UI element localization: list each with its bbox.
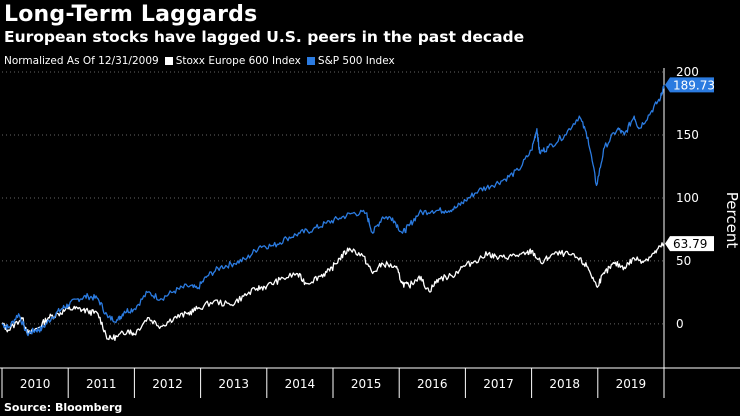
legend-note: Normalized As Of 12/31/2009	[4, 55, 159, 67]
sp500-line	[1, 84, 665, 337]
series-lines	[1, 84, 665, 342]
end-labels: 189.73 63.79	[665, 77, 715, 252]
x-tick-label-2013: 2013	[218, 377, 249, 391]
x-tick-label-2014: 2014	[285, 377, 316, 391]
x-tick-label-2012: 2012	[152, 377, 183, 391]
legend-swatch-sp500	[306, 57, 315, 65]
legend: Normalized As Of 12/31/2009 Stoxx Europe…	[4, 55, 395, 67]
legend-item-stoxx: Stoxx Europe 600 Index	[164, 55, 301, 67]
source-note: Source: Bloomberg	[4, 401, 123, 414]
y-tick-label-150: 150	[676, 128, 699, 142]
legend-swatch-stoxx	[164, 57, 173, 65]
legend-label-sp500: S&P 500 Index	[317, 55, 395, 67]
end-label-stoxx: 63.79	[673, 237, 707, 251]
x-tick-label-2016: 2016	[417, 377, 448, 391]
end-label-box-sp500	[665, 77, 714, 93]
x-tick-label-2019: 2019	[616, 377, 647, 391]
gridlines	[2, 71, 664, 325]
x-tick-label-2018: 2018	[549, 377, 580, 391]
stoxx-line	[1, 242, 665, 342]
chart-subtitle: European stocks have lagged U.S. peers i…	[4, 28, 525, 46]
x-tick-label-2017: 2017	[483, 377, 514, 391]
y-axis-title: Percent	[723, 192, 740, 249]
y-axis: 0 50 100 150 200	[663, 65, 699, 368]
end-label-sp500: 189.73	[673, 78, 715, 92]
x-tick-label-2011: 2011	[86, 377, 117, 391]
end-label-box-stoxx	[665, 236, 714, 252]
y-tick-label-0: 0	[676, 317, 684, 331]
y-tick-label-50: 50	[676, 254, 691, 268]
x-tick-label-2010: 2010	[20, 377, 51, 391]
legend-item-sp500: S&P 500 Index	[306, 55, 395, 67]
y-tick-label-200: 200	[676, 65, 699, 79]
chart-title: Long-Term Laggards	[4, 2, 258, 27]
legend-label-stoxx: Stoxx Europe 600 Index	[175, 55, 301, 67]
y-tick-label-100: 100	[676, 191, 699, 205]
x-tick-label-2015: 2015	[351, 377, 382, 391]
x-axis: 2010 2011 2012 2013 2014 2015 2016 2017 2018 2019	[0, 367, 740, 398]
